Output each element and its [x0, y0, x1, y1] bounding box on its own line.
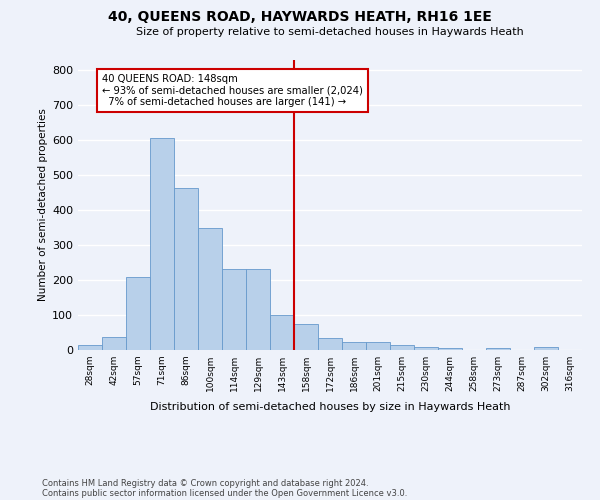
Bar: [486, 348, 510, 350]
Bar: [198, 228, 222, 350]
Bar: [534, 347, 558, 350]
Bar: [390, 345, 414, 350]
Bar: [318, 338, 342, 350]
Text: Contains public sector information licensed under the Open Government Licence v3: Contains public sector information licen…: [42, 488, 407, 498]
Text: Contains HM Land Registry data © Crown copyright and database right 2024.: Contains HM Land Registry data © Crown c…: [42, 478, 368, 488]
Bar: [294, 324, 318, 350]
Bar: [78, 345, 102, 350]
Bar: [174, 188, 198, 350]
Text: 40, QUEENS ROAD, HAYWARDS HEATH, RH16 1EE: 40, QUEENS ROAD, HAYWARDS HEATH, RH16 1E…: [108, 10, 492, 24]
Bar: [222, 268, 246, 350]
Bar: [342, 342, 366, 350]
Bar: [414, 347, 438, 350]
Title: Size of property relative to semi-detached houses in Haywards Heath: Size of property relative to semi-detach…: [136, 27, 524, 37]
Bar: [126, 276, 150, 350]
Bar: [102, 337, 126, 350]
X-axis label: Distribution of semi-detached houses by size in Haywards Heath: Distribution of semi-detached houses by …: [150, 402, 510, 412]
Bar: [366, 342, 390, 350]
Bar: [270, 314, 294, 350]
Bar: [438, 348, 462, 350]
Text: 40 QUEENS ROAD: 148sqm
← 93% of semi-detached houses are smaller (2,024)
  7% of: 40 QUEENS ROAD: 148sqm ← 93% of semi-det…: [102, 74, 363, 107]
Bar: [150, 138, 174, 350]
Y-axis label: Number of semi-detached properties: Number of semi-detached properties: [38, 108, 48, 302]
Bar: [246, 268, 270, 350]
